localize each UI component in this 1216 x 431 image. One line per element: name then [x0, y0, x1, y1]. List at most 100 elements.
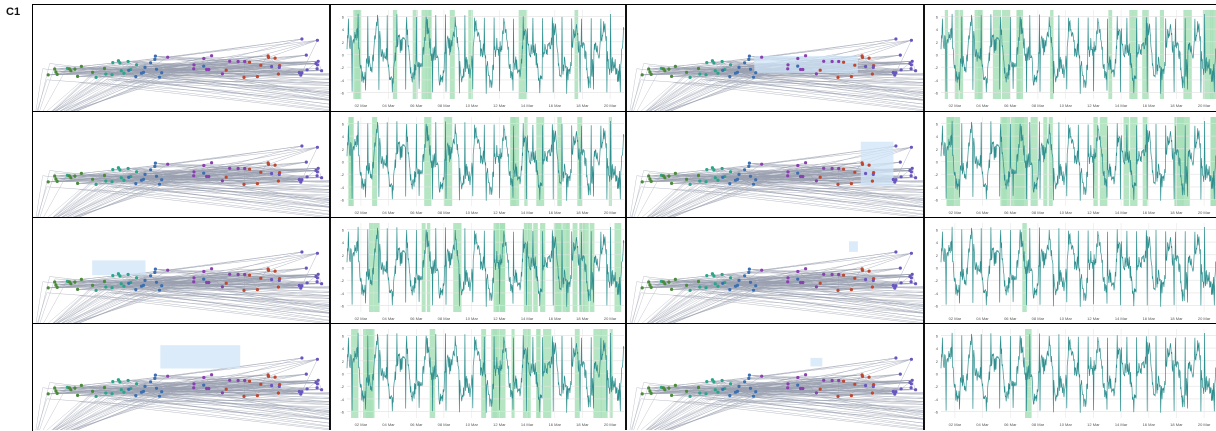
panel-separator: [329, 5, 331, 111]
graph-node: [134, 75, 137, 78]
graph-node: [670, 182, 673, 185]
x-tick-label: 12 Mar: [1087, 422, 1100, 427]
x-tick-label: 20 Mar: [1198, 316, 1211, 321]
graph-node: [207, 387, 210, 390]
x-tick-label: 18 Mar: [576, 422, 589, 427]
graph-node: [910, 280, 913, 283]
graph-node: [143, 173, 146, 176]
graph-node: [270, 278, 273, 281]
graph-node: [641, 392, 644, 395]
graph-node: [647, 386, 650, 389]
panel-separator: [923, 324, 925, 430]
graph-node: [819, 282, 822, 285]
graph-node: [242, 76, 245, 79]
x-tick-label: 02 Mar: [355, 422, 368, 427]
graph-node: [796, 164, 799, 167]
graph-node: [689, 76, 692, 79]
graph-node: [786, 386, 789, 389]
graph-node: [796, 270, 799, 273]
graph-node: [277, 73, 280, 76]
graph-node: [111, 61, 114, 64]
graph-node: [127, 273, 130, 276]
graph-node: [721, 167, 724, 170]
panel-separator: [625, 112, 627, 218]
graph-node: [704, 180, 707, 183]
graph-node: [95, 183, 98, 186]
graph-node: [892, 178, 895, 181]
graph-node: [910, 67, 913, 70]
graph-node: [721, 176, 724, 179]
graph-node: [853, 277, 856, 280]
graph-node: [267, 375, 270, 378]
graph-node: [900, 68, 903, 71]
graph-node: [300, 356, 303, 359]
graph-node: [872, 66, 875, 69]
graph-node: [316, 174, 319, 177]
graph-node: [705, 380, 708, 383]
x-tick-label: 16 Mar: [549, 422, 562, 427]
graph-node: [871, 180, 874, 183]
graph-node: [748, 268, 751, 271]
graph-node: [804, 54, 807, 57]
graph-node: [259, 277, 262, 280]
graph-node: [316, 146, 319, 149]
graph-node: [801, 68, 804, 71]
graph-node: [801, 281, 804, 284]
graph-node: [103, 386, 106, 389]
graph-node: [158, 395, 161, 398]
x-tick-label: 10 Mar: [1059, 316, 1072, 321]
graph-node: [698, 391, 701, 394]
graph-node: [749, 175, 752, 178]
graph-node: [149, 61, 152, 64]
graph-node: [650, 180, 653, 183]
graph-node: [274, 270, 277, 273]
graph-node: [69, 388, 72, 391]
graph-node: [80, 278, 83, 281]
graph-node: [278, 385, 281, 388]
x-tick-label: 02 Mar: [949, 422, 962, 427]
graph-node: [836, 76, 839, 79]
graph-node: [861, 269, 864, 272]
graph-node: [127, 379, 130, 382]
graph-node: [752, 183, 755, 186]
graph-node: [149, 274, 152, 277]
graph-node: [248, 274, 251, 277]
graph-node: [892, 284, 895, 287]
graph-node: [314, 169, 317, 172]
graph-node: [894, 144, 897, 147]
graph-node: [871, 286, 874, 289]
graph-node: [160, 284, 163, 287]
graph-node: [111, 274, 114, 277]
graph-node: [237, 167, 240, 170]
graph-node: [118, 61, 121, 64]
graph-node: [714, 176, 717, 179]
graph-node: [734, 72, 737, 75]
graph-node: [192, 386, 195, 389]
graph-node: [122, 391, 125, 394]
graph-node: [135, 63, 138, 66]
graph-node: [143, 66, 146, 69]
graph-node: [270, 65, 273, 68]
graph-node: [729, 63, 732, 66]
graph-node: [796, 57, 799, 60]
graph-node: [69, 176, 72, 179]
graph-node: [714, 388, 717, 391]
graph-node: [110, 286, 113, 289]
x-tick-label: 12 Mar: [1087, 210, 1100, 215]
graph-node: [274, 57, 277, 60]
graph-node: [842, 274, 845, 277]
graph-node: [149, 380, 152, 383]
graph-brush-selection: [754, 56, 858, 73]
graph-node: [298, 178, 301, 181]
graph-node: [721, 69, 724, 72]
graph-node: [237, 379, 240, 382]
x-tick-label: 08 Mar: [1032, 210, 1045, 215]
graph-node: [747, 58, 750, 61]
graph-node: [202, 65, 205, 68]
graph-node: [277, 286, 280, 289]
graph-node: [122, 285, 125, 288]
graph-node: [278, 173, 281, 176]
